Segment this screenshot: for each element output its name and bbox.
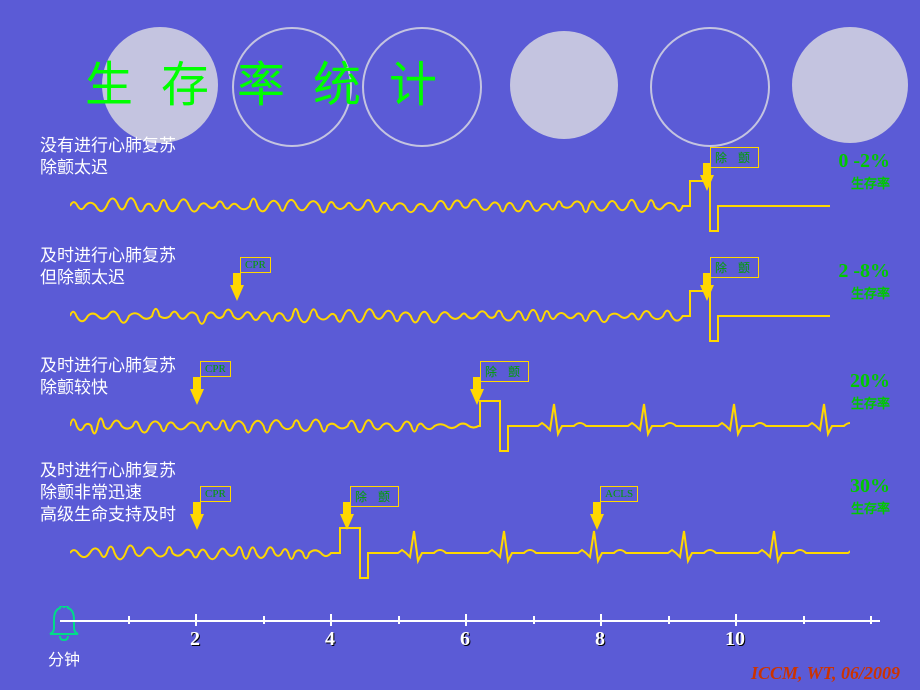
- decorative-circle: [792, 27, 908, 143]
- axis-tick-label: 10: [725, 628, 745, 651]
- marker-arrow-icon: [230, 285, 244, 301]
- ecg-waveform: [70, 518, 850, 588]
- axis-tick-label: 4: [325, 628, 335, 651]
- axis-minor-tick: [398, 616, 400, 624]
- marker-arrow-icon: [700, 175, 714, 191]
- footer-text: ICCM, WT, 06/2009: [751, 663, 900, 684]
- axis-minor-tick: [870, 616, 872, 624]
- shock-marker: 除 颤: [710, 147, 759, 168]
- axis-minor-tick: [803, 616, 805, 624]
- marker-arrow-icon: [590, 514, 604, 530]
- ecg-waveform: [70, 391, 850, 461]
- cpr-marker: CPR: [240, 257, 271, 273]
- survival-rate: 20%生存率: [850, 370, 890, 412]
- survival-rate: 30%生存率: [850, 475, 890, 517]
- axis-tick: [465, 614, 467, 626]
- marker-arrow-icon: [340, 514, 354, 530]
- axis-tick-label: 6: [460, 628, 470, 651]
- decorative-circle: [650, 27, 770, 147]
- axis-minor-tick: [668, 616, 670, 624]
- axis-minor-tick: [263, 616, 265, 624]
- time-axis: 2 4 6 8 10: [60, 600, 880, 650]
- cpr-marker: CPR: [200, 486, 231, 502]
- ecg-waveform: [70, 281, 850, 351]
- axis-tick: [195, 614, 197, 626]
- axis-minor-tick: [533, 616, 535, 624]
- axis-tick-label: 2: [190, 628, 200, 651]
- marker-arrow-icon: [190, 389, 204, 405]
- page-title: 生存率统计: [85, 45, 465, 115]
- acls-marker: ACLS: [600, 486, 638, 502]
- axis-minor-tick: [128, 616, 130, 624]
- marker-arrow-icon: [700, 285, 714, 301]
- ecg-waveform: [70, 171, 850, 241]
- axis-tick-label: 8: [595, 628, 605, 651]
- shock-marker: 除 颤: [350, 486, 399, 507]
- axis-tick: [330, 614, 332, 626]
- axis-line: [60, 620, 880, 622]
- axis-tick: [735, 614, 737, 626]
- axis-tick: [600, 614, 602, 626]
- decorative-circle: [510, 31, 618, 139]
- marker-arrow-icon: [470, 389, 484, 405]
- cpr-marker: CPR: [200, 361, 231, 377]
- shock-marker: 除 颤: [480, 361, 529, 382]
- scenario-description: 及时进行心肺复苏除颤非常迅速高级生命支持及时: [40, 460, 176, 526]
- marker-arrow-icon: [190, 514, 204, 530]
- shock-marker: 除 颤: [710, 257, 759, 278]
